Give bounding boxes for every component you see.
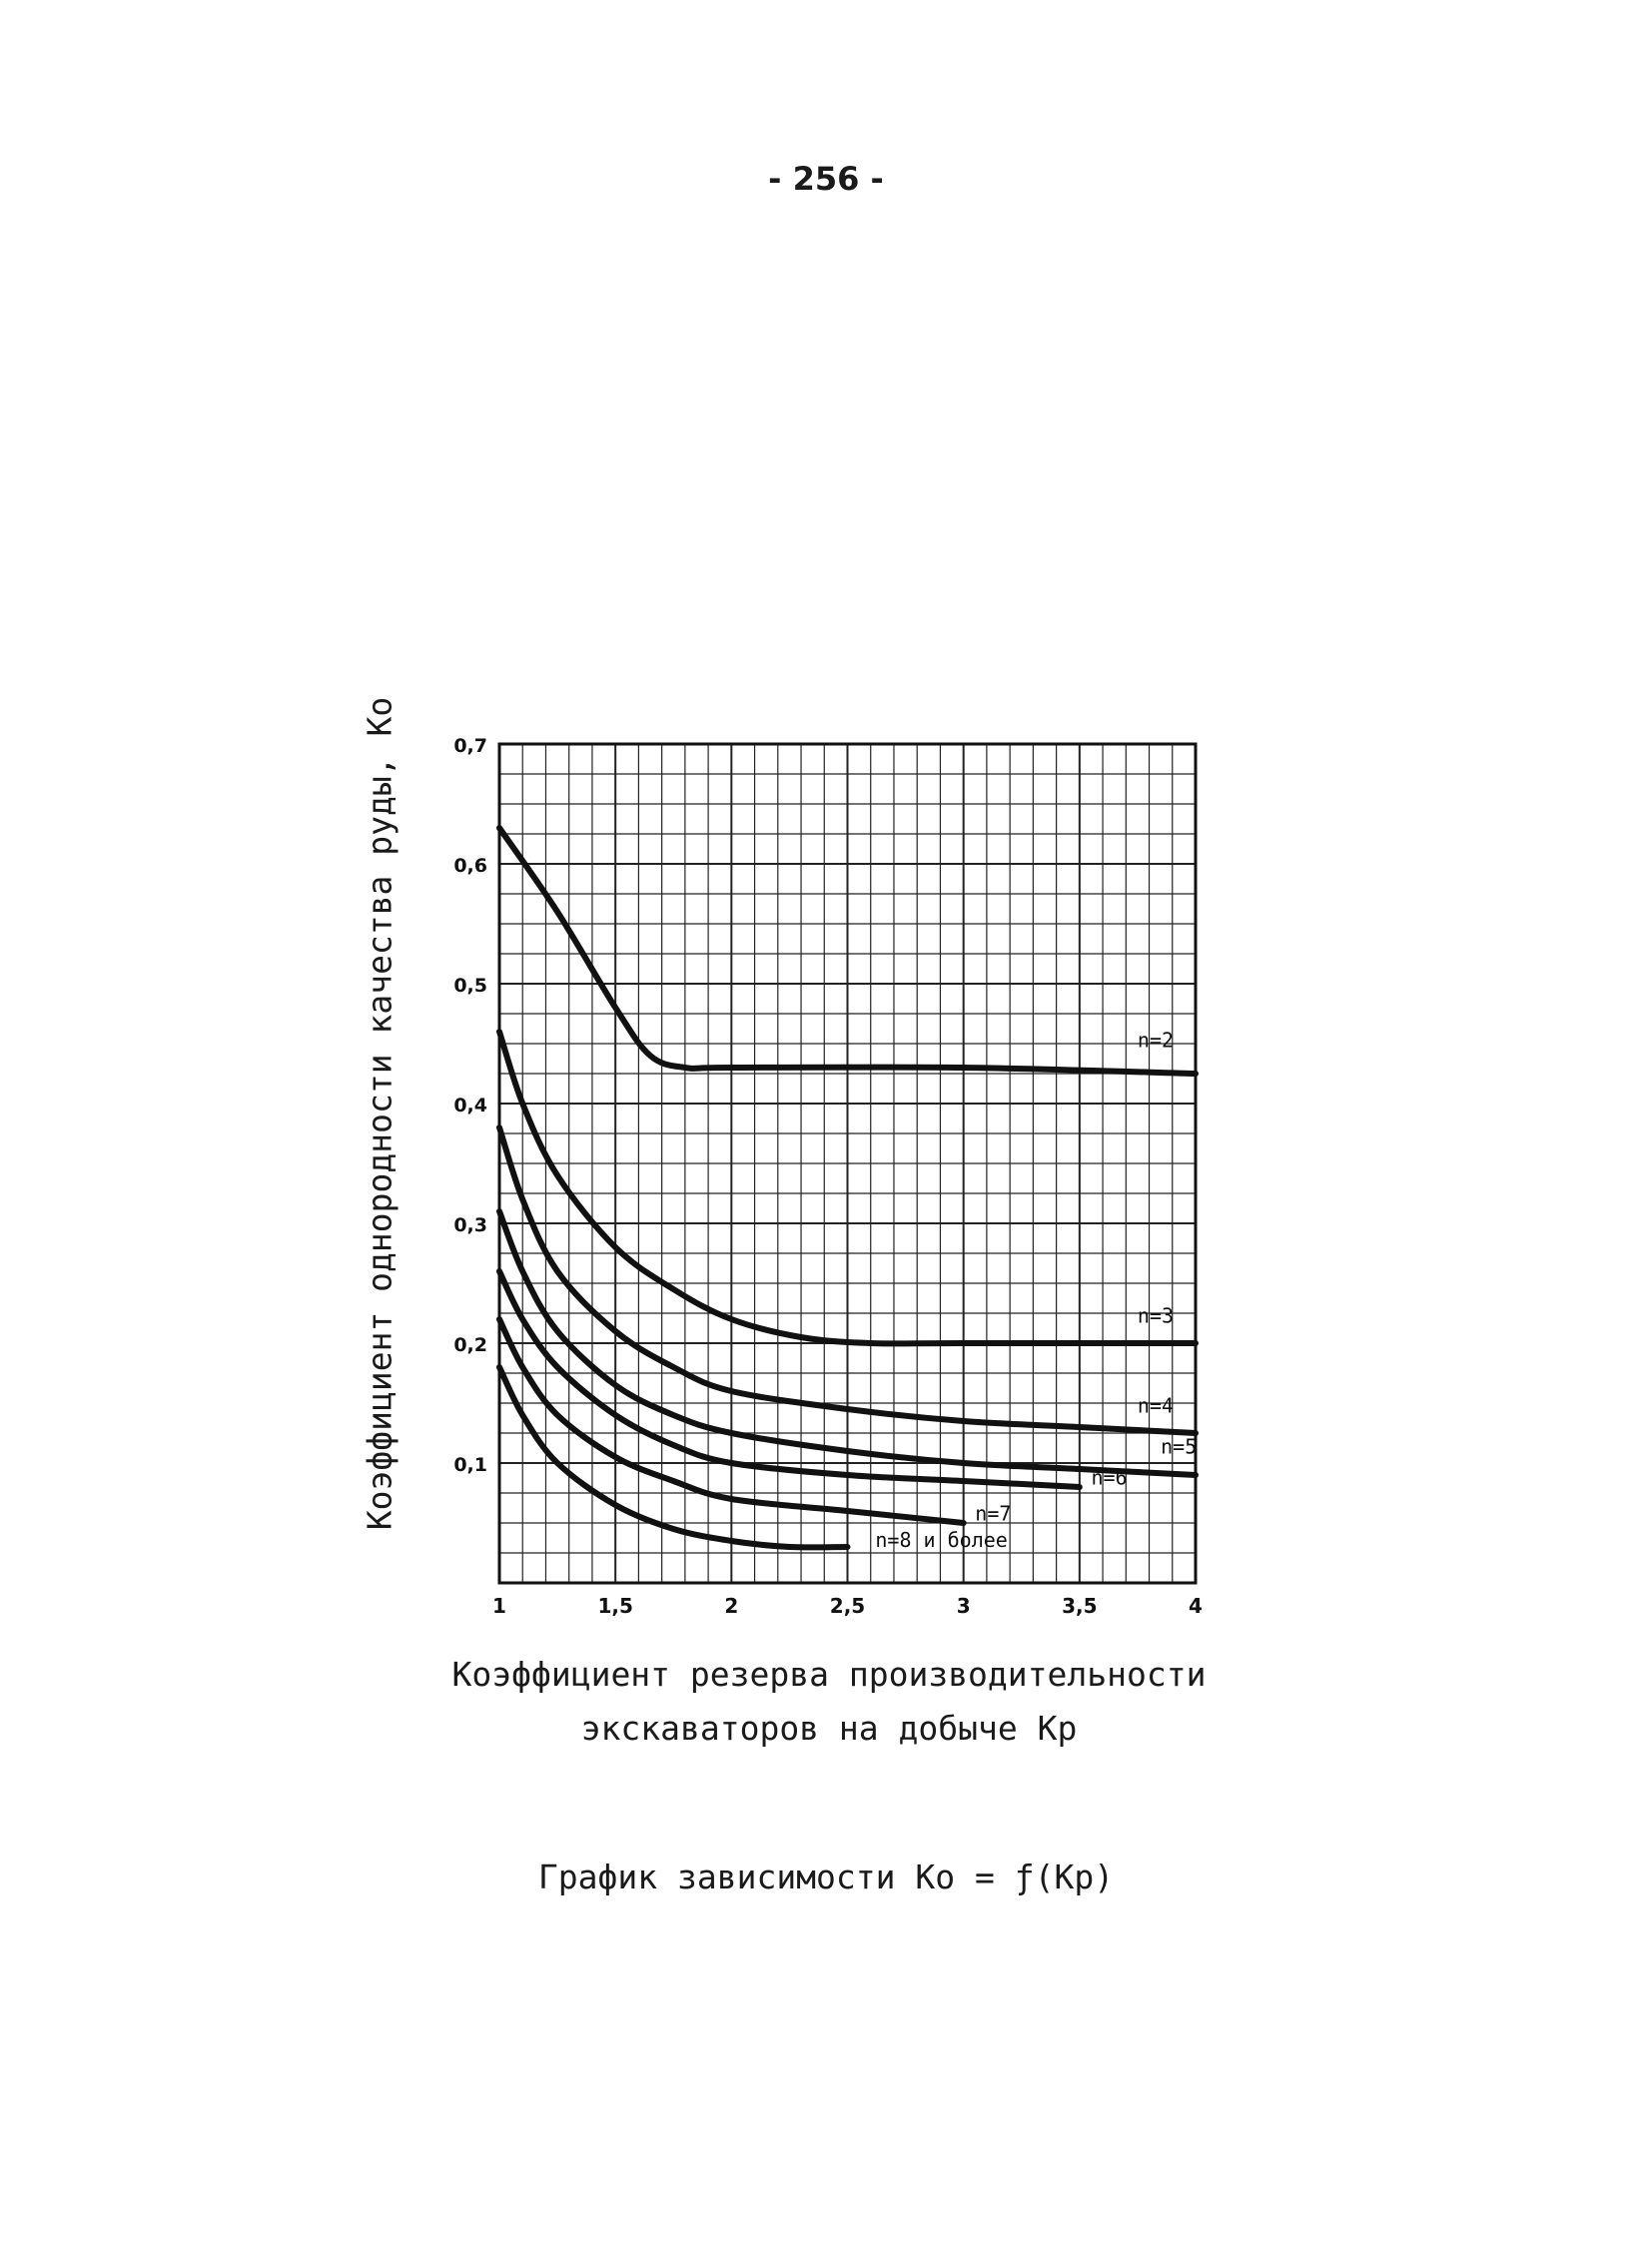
page-number: - 256 - — [768, 160, 884, 198]
x-tick-label: 4 — [1189, 1594, 1203, 1618]
figure-caption: График зависимости Ко = ƒ(Кр) — [537, 1858, 1115, 1896]
y-tick-label: 0,1 — [453, 1454, 487, 1476]
series-line-3 — [496, 1124, 1199, 1436]
series-label: n=8 и более — [875, 1528, 1007, 1552]
y-tick-label: 0,2 — [453, 1334, 487, 1356]
series-label: n=4 — [1138, 1394, 1174, 1418]
x-axis-label: Коэффициент резерва производительности э… — [439, 1648, 1219, 1756]
series-line-2 — [496, 1029, 1199, 1347]
plot-frame — [497, 742, 1198, 1585]
series-labels: n=2 n=3 n=4 n=5 n=6 n=7n=8 и более — [875, 1029, 1197, 1552]
series-label: n=7 — [975, 1502, 1011, 1526]
x-axis-label-line-2: экскаваторов на добыче Кр — [580, 1709, 1078, 1748]
y-tick-label: 0,4 — [453, 1095, 487, 1117]
series-line-1 — [496, 825, 1199, 1077]
series-layer — [496, 825, 1199, 1551]
series-label: n=5 — [1161, 1434, 1197, 1458]
series-line-4 — [496, 1208, 1199, 1478]
x-tick-label: 1,5 — [597, 1594, 632, 1618]
y-tick-label: 0,5 — [453, 975, 487, 997]
x-tick-label: 3,5 — [1062, 1594, 1097, 1618]
x-axis-label-line-1: Коэффициент резерва производительности — [451, 1655, 1207, 1694]
series-label: n=2 — [1138, 1029, 1174, 1053]
series-line-7 — [496, 1364, 851, 1551]
y-tick-label: 0,6 — [453, 855, 487, 877]
x-tick-label: 2 — [724, 1594, 738, 1618]
x-ticks: 1 1,5 2 2,5 3 3,5 4 — [492, 1594, 1203, 1618]
series-label: n=3 — [1138, 1304, 1174, 1328]
series-line-5 — [496, 1268, 1083, 1490]
x-tick-label: 3 — [957, 1594, 971, 1618]
series-label: n=6 — [1091, 1466, 1127, 1490]
y-tick-label: 0,7 — [453, 735, 487, 757]
y-ticks: 0,1 0,2 0,3 0,4 0,5 0,6 0,7 — [453, 735, 487, 1476]
y-tick-label: 0,3 — [453, 1214, 487, 1236]
x-tick-label: 2,5 — [830, 1594, 865, 1618]
x-tick-label: 1 — [492, 1594, 506, 1618]
series-line-6 — [496, 1316, 967, 1526]
